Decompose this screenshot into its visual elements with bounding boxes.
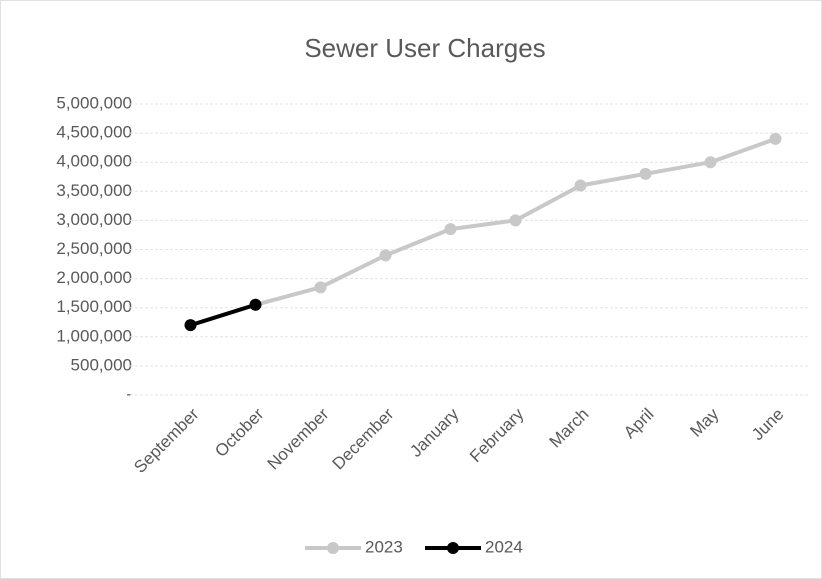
- y-tick-label: 3,500,000: [56, 181, 132, 200]
- series-point: [314, 281, 327, 294]
- y-tick-label: 500,000: [71, 355, 132, 374]
- series-point: [769, 132, 782, 145]
- series-point: [379, 249, 392, 262]
- series-point: [184, 319, 197, 332]
- legend-label: 2024: [485, 537, 523, 556]
- y-tick-label: 1,500,000: [56, 297, 132, 316]
- y-tick-label: -: [126, 384, 132, 403]
- series-point: [704, 156, 717, 169]
- series-point: [444, 223, 457, 236]
- series-point: [509, 214, 522, 227]
- y-tick-label: 1,000,000: [56, 326, 132, 345]
- series-point: [574, 179, 587, 192]
- series-point: [249, 298, 262, 311]
- chart-title: Sewer User Charges: [304, 33, 545, 63]
- y-tick-label: 4,500,000: [56, 123, 132, 142]
- series-point: [639, 167, 652, 180]
- y-tick-label: 3,000,000: [56, 210, 132, 229]
- y-tick-label: 2,000,000: [56, 268, 132, 287]
- y-tick-label: 4,000,000: [56, 152, 132, 171]
- series-line: [189, 302, 257, 328]
- y-tick-label: 5,000,000: [56, 93, 132, 112]
- legend-marker: [447, 542, 459, 554]
- y-tick-label: 2,500,000: [56, 239, 132, 258]
- legend-label: 2023: [365, 537, 403, 556]
- legend-marker: [327, 542, 339, 554]
